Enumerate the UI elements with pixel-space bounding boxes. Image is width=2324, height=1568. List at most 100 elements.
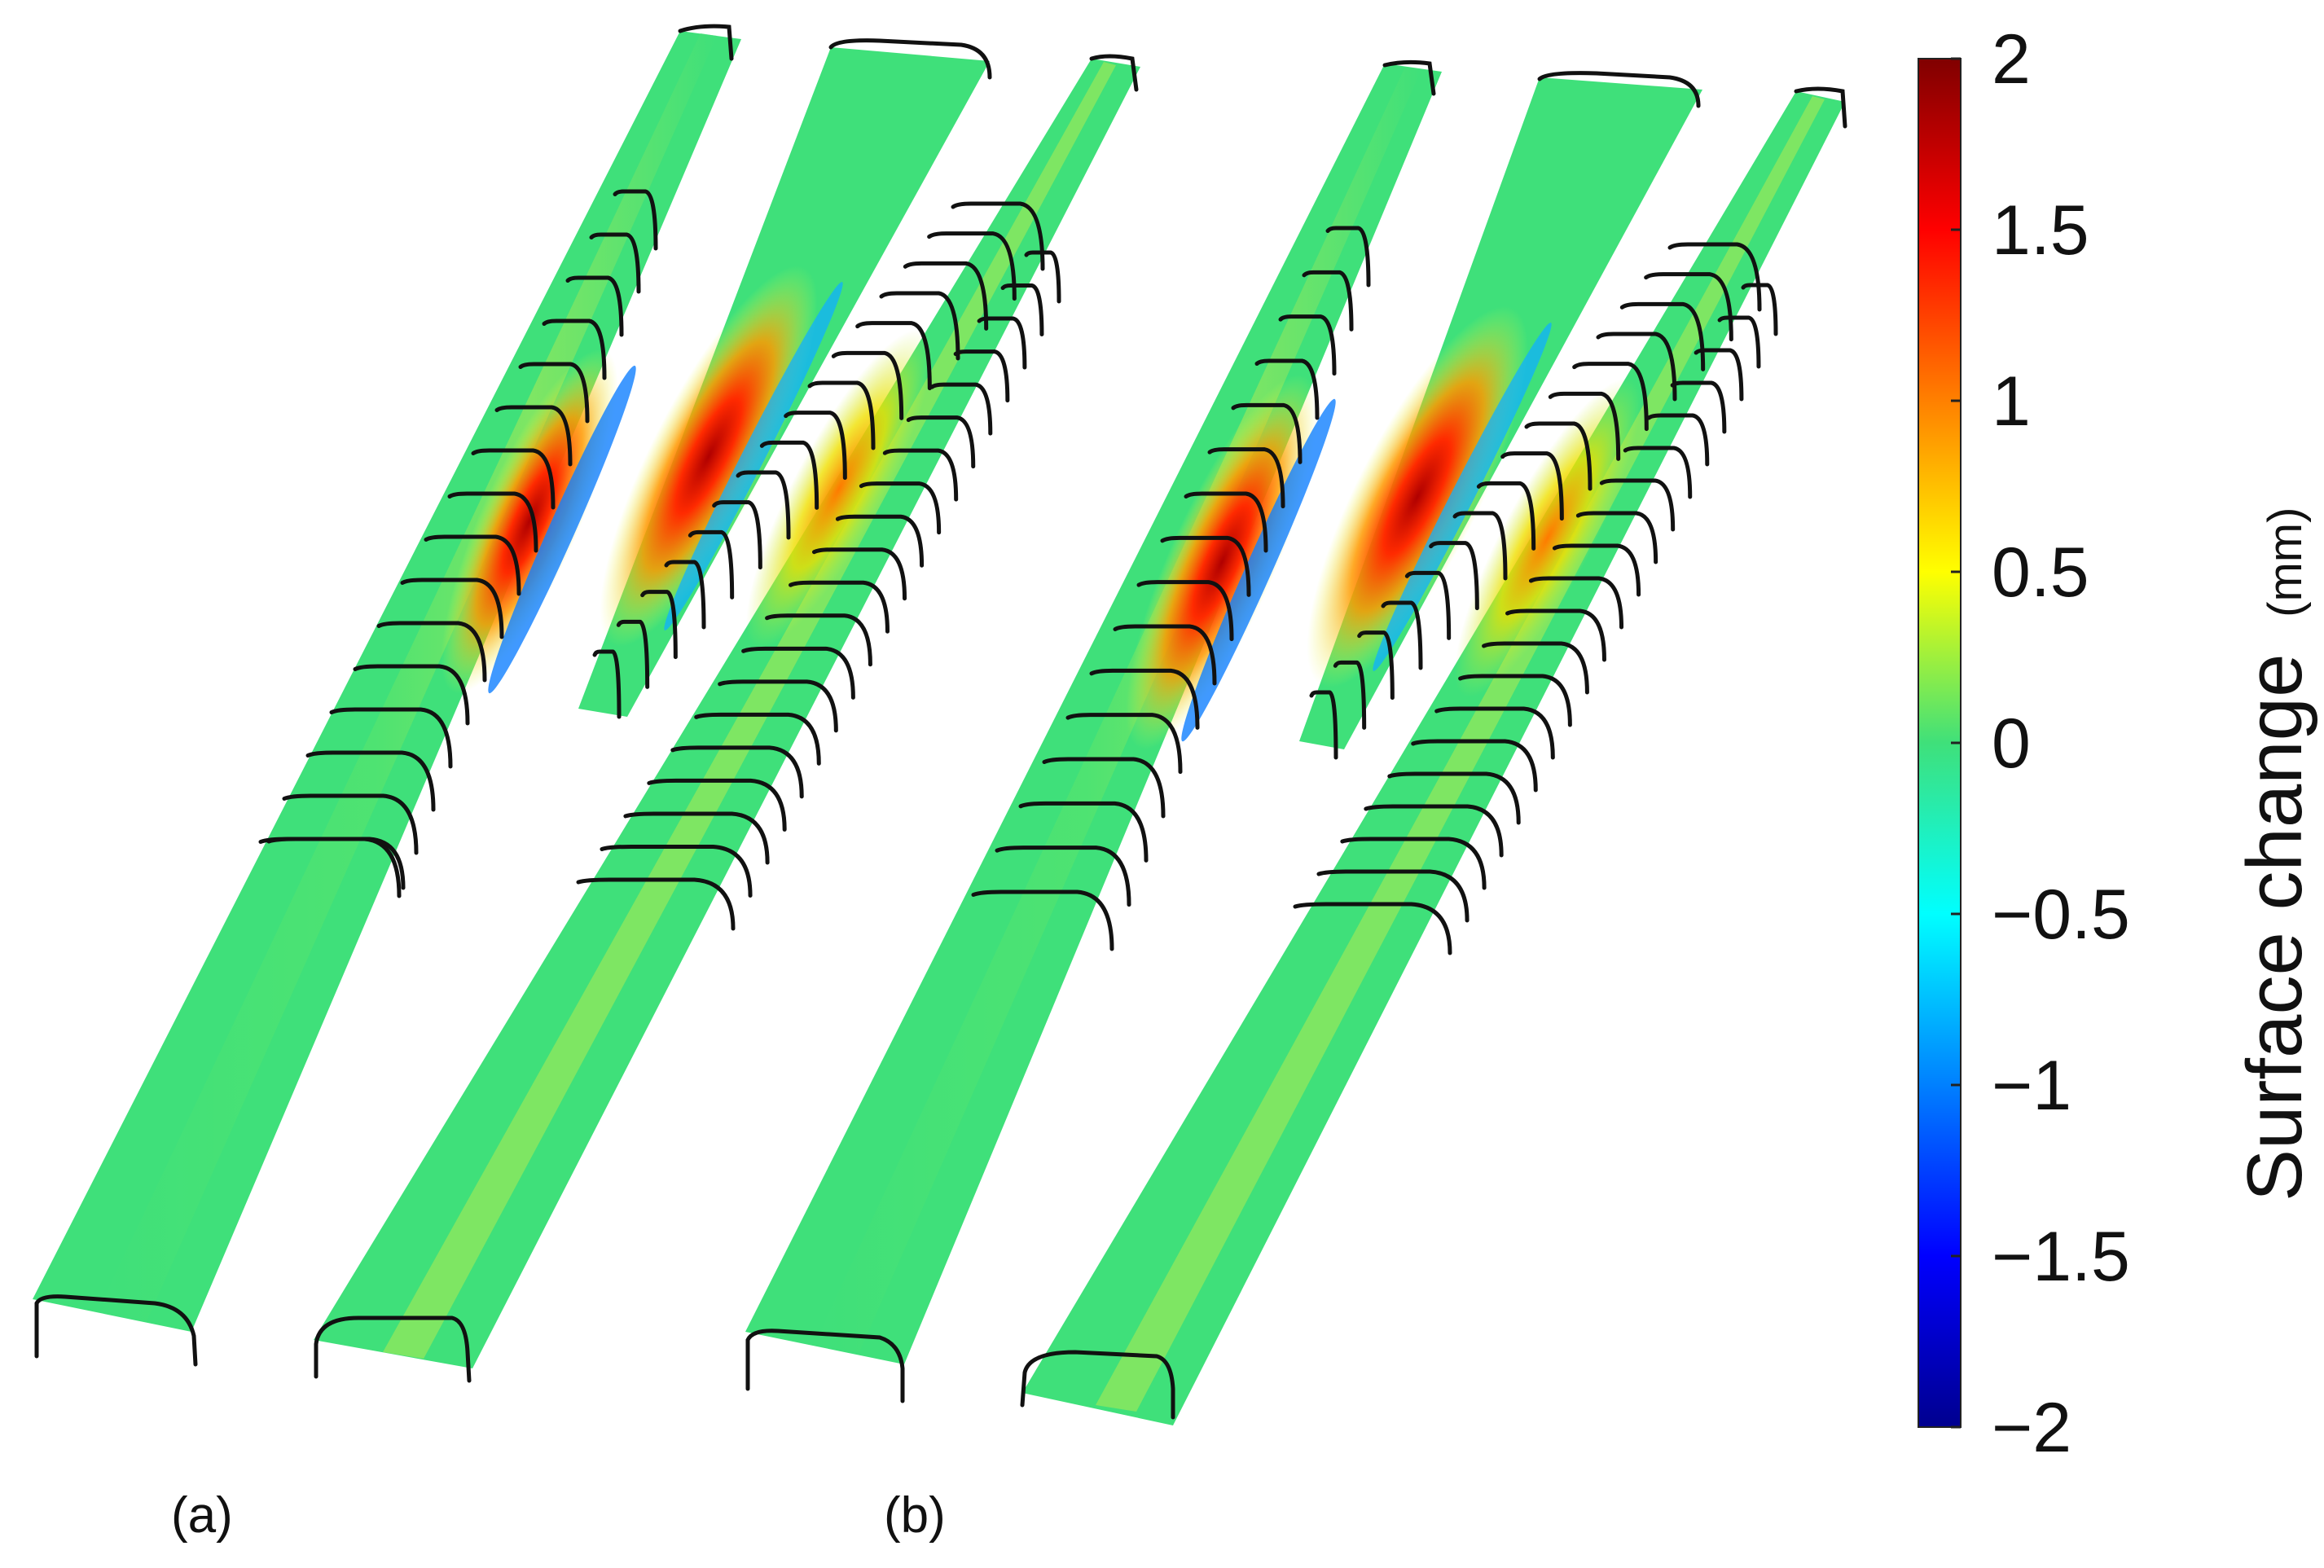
cross-section-rib [1278,314,1337,376]
cross-section-rib [589,232,641,294]
beam-b2-top-profile [1537,71,1701,108]
cross-section-rib [1065,713,1183,775]
beam-a2-coolband [664,282,843,630]
cross-section-rib [400,578,504,639]
panel-label-b: (b) [884,1487,946,1544]
beam-b1-coolband [1181,398,1336,742]
cross-section-rib [759,440,819,510]
cross-section-rib [1231,402,1303,464]
beam-a1-end-profile [34,1294,198,1367]
cross-section-rib [1429,541,1479,611]
cross-section-rib [1694,348,1744,402]
cross-section-rib [953,349,1010,403]
cross-section-rib [1411,739,1538,793]
beam-b1-hotspot [1126,375,1318,749]
cross-section-rib [1500,451,1564,521]
cross-section-rib [1357,630,1395,701]
cross-section-rib [616,619,650,689]
cross-section-rib [1325,226,1371,288]
beam-a3-warmspot [745,329,933,648]
cross-section-rib [1434,706,1555,760]
cross-section-rib [1136,580,1234,642]
colorbar-tick-label: −1.5 [1992,1218,2130,1296]
cross-section-rib [1599,478,1676,532]
cross-section-rib [1452,511,1508,581]
cross-section-rib [1575,511,1658,564]
cross-section-rib [882,448,959,502]
cross-section-rib [1340,837,1487,890]
beam-a3-end-profile [314,1315,472,1383]
cross-section-rib [1000,283,1044,337]
beam-b3-stripe [1096,96,1825,1412]
cross-section-rib [951,201,1045,271]
beam-a3-stripe [383,62,1116,1359]
cross-section-rib [1293,902,1452,955]
cross-section-rib [1552,543,1641,597]
beam-a3-top-profile [1089,54,1139,92]
cross-section-rib [1042,757,1166,819]
cross-section-rib [1619,301,1706,371]
cross-section-rib [353,664,470,726]
cross-section-rib [903,261,989,331]
cross-section-rib [831,350,904,420]
cross-section-rib [1089,668,1200,730]
cross-section-rib [1364,804,1504,858]
cross-section-rib [1207,447,1285,509]
cross-section-rib [518,362,590,424]
cross-section-rib [1667,242,1762,312]
cross-section-rib [542,318,607,380]
beam-b3-top-profile [1794,86,1847,129]
cross-section-rib [694,712,821,766]
cross-section-rib [1670,380,1727,434]
panel-label-a: (a) [171,1487,233,1544]
cross-section-rib [600,844,753,898]
cross-section-rib [1302,270,1354,332]
cross-section-rib [576,877,736,931]
cross-section-rib [927,231,1017,301]
beam-b2-hotspot [1307,305,1528,688]
cross-section-rib [424,534,521,596]
cross-section-rib [471,448,556,510]
cross-section-rib [1024,250,1061,304]
cross-section-rib [977,316,1027,370]
cross-section-rib [376,621,487,683]
cross-section-rib [688,529,735,600]
cross-section-rib [1184,491,1268,553]
colorbar-tick-label: 2 [1992,20,2031,99]
beam-a1-top-profile [678,24,734,61]
cross-section-rib [1476,481,1536,551]
cross-section-rib [1644,272,1733,342]
cross-section-rib [736,470,791,540]
beam-b2-coolband [1373,323,1552,671]
cross-section-rib [1548,391,1621,461]
cross-section-rib [266,837,406,890]
colorbar-tick-label: −2 [1992,1389,2071,1467]
cross-section-rib [1381,600,1423,670]
colorbar-tick-label: 1.5 [1992,191,2089,270]
colorbar-tick-label: 0 [1992,705,2031,783]
cross-section-rib [835,514,925,568]
cross-section-rib [807,380,876,450]
colorbar-tick-label: 1 [1992,362,2031,441]
end-profiles [34,24,1847,1420]
cross-section-rib [282,793,419,855]
beam-a2-hotspot [600,266,818,647]
cross-section-rib [565,275,624,337]
cross-section-rib [1254,358,1320,420]
cross-section-rib [1482,641,1589,695]
beam-a2-top-profile [828,38,992,80]
cross-section-rib [1333,660,1367,730]
cross-section-rib [1524,421,1593,491]
cross-section-rib [741,646,855,700]
cross-section-rib [1741,283,1778,336]
cross-section-rib [1458,674,1572,727]
colorbar-ticks: 2 1.5 1 0.5 0 −0.5 −1 −1.5 −2 [1951,20,2130,1467]
cross-section-rib [718,679,838,733]
colorbar-title: Surface change (mm) [2231,507,2318,1201]
cross-section-rib [1572,362,1649,432]
cross-section-rib [1316,869,1470,923]
panel-b-models [745,64,1845,1425]
cross-section-rib [447,491,538,553]
beam-b3-end-profile [1020,1350,1175,1420]
